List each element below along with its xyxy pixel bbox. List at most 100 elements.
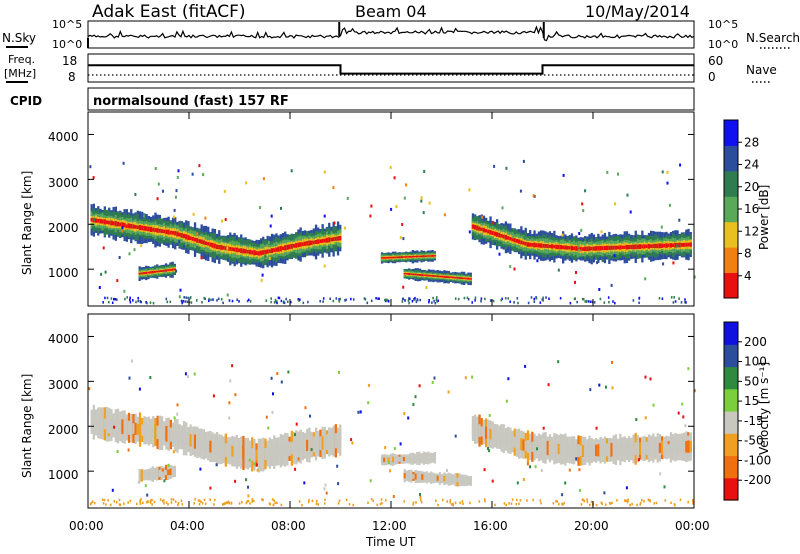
- echo-ground: [459, 501, 461, 505]
- echo-cell: [145, 271, 148, 274]
- echo-speckle: [262, 177, 265, 181]
- echo-cell: [299, 242, 302, 247]
- echo-speckle: [92, 176, 95, 180]
- echo-cell: [229, 443, 232, 459]
- echo-cell: [105, 418, 109, 430]
- echo-cell: [632, 443, 635, 455]
- echo-ground: [108, 300, 110, 304]
- echo-cell: [568, 246, 571, 250]
- echo-cell: [416, 255, 419, 258]
- echo-ground: [307, 500, 310, 504]
- echo-cell: [456, 477, 459, 482]
- echo-ground: [170, 501, 173, 504]
- echo-ground: [265, 299, 268, 302]
- echo-speckle: [606, 170, 609, 174]
- echo-speckle: [215, 463, 218, 467]
- echo-cell: [317, 436, 320, 451]
- echo-cell: [394, 256, 397, 259]
- colorbar-tick: 15: [744, 394, 759, 408]
- echo-cell: [402, 256, 406, 258]
- echo-cell: [116, 221, 120, 227]
- echo-cell: [127, 420, 131, 435]
- echo-cell: [215, 442, 219, 455]
- echo-ground: [323, 502, 326, 505]
- xtick-0000: 00:00: [69, 519, 104, 533]
- echo-cell: [244, 249, 247, 254]
- echo-ground: [274, 298, 277, 302]
- echo-cell: [191, 433, 194, 448]
- echo-cell: [485, 229, 488, 233]
- echo-cell: [471, 421, 475, 436]
- echo-ground: [467, 298, 470, 301]
- echo-cell: [233, 247, 236, 252]
- echo-speckle: [603, 491, 606, 495]
- echo-ground: [679, 498, 682, 501]
- echo-cell: [314, 437, 318, 451]
- echo-cell: [441, 275, 444, 278]
- echo-cell: [438, 275, 442, 278]
- echo-speckle: [578, 488, 581, 492]
- echo-speckle: [668, 203, 671, 207]
- echo-speckle: [488, 449, 491, 453]
- echo-speckle: [269, 224, 272, 228]
- echo-cell: [330, 237, 333, 242]
- echo-cell: [463, 478, 466, 483]
- echo-cell: [108, 419, 111, 431]
- echo-ground: [275, 300, 277, 303]
- echo-cell: [164, 469, 168, 476]
- echo-speckle: [393, 447, 396, 451]
- echo-speckle: [346, 196, 349, 200]
- echo-cell: [405, 273, 409, 275]
- echo-cell: [196, 238, 199, 243]
- echo-cell: [295, 243, 298, 248]
- echo-speckle: [350, 438, 353, 442]
- echo-ground: [413, 298, 416, 301]
- echo-cell: [431, 455, 434, 461]
- echo-ground: [407, 299, 410, 302]
- echo-cell: [434, 275, 437, 277]
- echo-speckle: [519, 189, 522, 193]
- echo-speckle: [242, 445, 244, 449]
- echo-speckle: [663, 485, 666, 489]
- echo-cell: [140, 272, 143, 275]
- echo-speckle: [575, 271, 577, 274]
- echo-ground: [603, 301, 606, 304]
- echo-ground: [428, 300, 430, 304]
- echo-cell: [255, 449, 258, 461]
- echo-speckle: [323, 214, 326, 218]
- echo-cell: [202, 240, 205, 245]
- colorbar-tick: 24: [744, 158, 759, 172]
- echo-speckle: [412, 403, 415, 406]
- echo-cell: [460, 477, 464, 483]
- noise-right-tick-top: 10^5: [708, 18, 738, 31]
- velocity-colorbar-label: Velocity [m s⁻¹]: [757, 362, 771, 455]
- echo-ground: [338, 300, 341, 303]
- echo-ground: [576, 300, 578, 304]
- echo-ground: [540, 501, 542, 505]
- echo-ground: [452, 502, 454, 506]
- echo-speckle: [268, 241, 271, 244]
- echo-speckle: [574, 280, 576, 284]
- echo-cell: [502, 234, 505, 239]
- echo-cell: [339, 236, 342, 241]
- echo-cell: [557, 443, 560, 455]
- echo-ground: [262, 498, 264, 502]
- echo-ground: [101, 498, 104, 501]
- echo-ground: [118, 503, 121, 506]
- echo-cell: [277, 444, 280, 458]
- freq-tick-bottom: 8: [68, 70, 76, 84]
- echo-speckle: [578, 232, 581, 235]
- echo-speckle: [128, 252, 131, 256]
- echo-speckle: [280, 206, 282, 210]
- echo-speckle: [526, 462, 529, 466]
- echo-ground: [113, 500, 116, 503]
- echo-ground: [484, 297, 486, 301]
- echo-speckle: [600, 230, 603, 234]
- echo-speckle: [209, 486, 212, 490]
- echo-ground: [446, 500, 448, 503]
- echo-speckle: [611, 360, 613, 364]
- echo-ground: [516, 498, 518, 502]
- echo-cell: [537, 440, 541, 455]
- echo-cell: [149, 424, 153, 439]
- echo-speckle: [178, 240, 181, 243]
